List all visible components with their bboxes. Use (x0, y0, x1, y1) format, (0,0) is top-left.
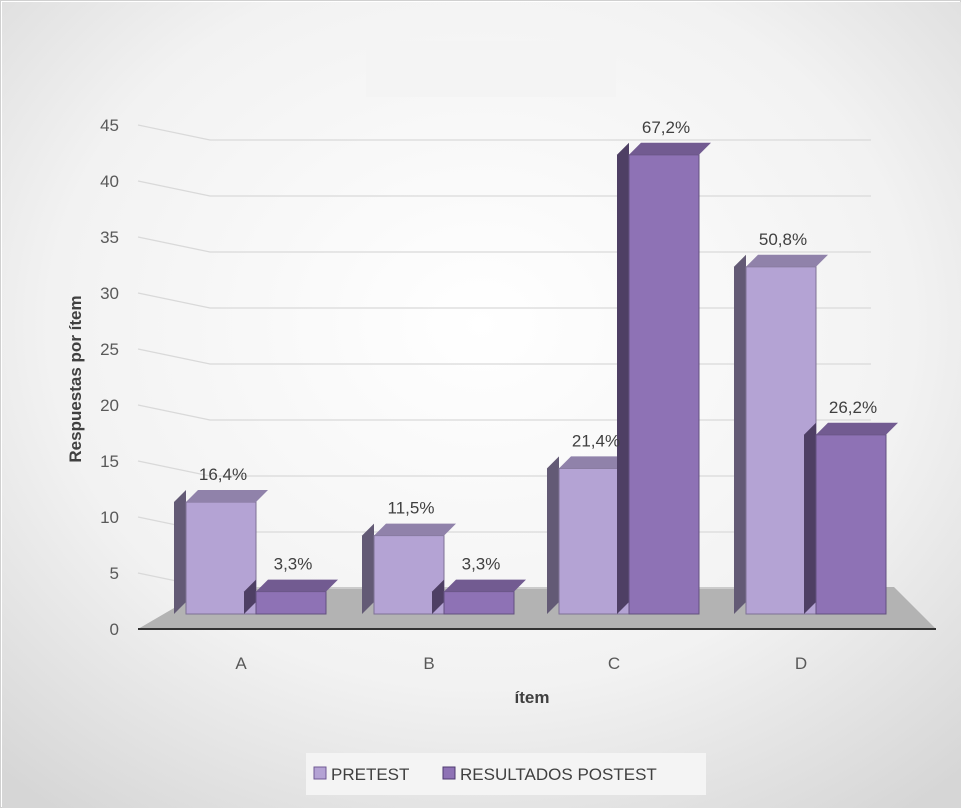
bar-side (244, 579, 256, 614)
bar-side (617, 142, 629, 615)
data-labels: 16,4% 3,3% 11,5% 3,3% 21,4% 67,2% 50,8% 26,2% (199, 118, 877, 574)
legend-box (306, 753, 706, 795)
gridline (137, 124, 871, 141)
x-tick-label: C (608, 654, 620, 673)
data-label: 3,3% (274, 555, 313, 574)
bar-postest-c (617, 142, 711, 615)
data-label: 26,2% (829, 398, 877, 417)
bar-top (444, 579, 526, 592)
y-tick-label: 10 (100, 508, 119, 527)
bar-side (547, 456, 559, 614)
bar-front (443, 591, 515, 615)
bar-postest-b (432, 579, 526, 615)
bar-side (734, 254, 746, 615)
bar-side (432, 579, 444, 614)
y-tick-label: 30 (100, 284, 119, 303)
y-tick-label: 35 (100, 228, 119, 247)
x-axis-ticks: A B C D (235, 654, 807, 673)
bars (174, 142, 898, 615)
bar-top (629, 142, 711, 155)
legend: PRETEST RESULTADOS POSTEST (306, 753, 706, 795)
y-tick-label: 15 (100, 452, 119, 471)
bar-side (362, 523, 374, 614)
y-axis-title: Respuestas por ítem (66, 295, 85, 462)
data-label: 11,5% (388, 499, 435, 518)
y-tick-label: 20 (100, 396, 119, 415)
data-label: 21,4% (572, 431, 620, 450)
bar-postest-a (244, 579, 338, 615)
bar-side (174, 490, 186, 614)
bar-top (186, 490, 268, 502)
chart-title-box (366, 41, 616, 97)
bar-front (815, 434, 887, 615)
y-tick-label: 0 (110, 620, 119, 639)
y-axis-ticks: 0 5 10 15 20 25 30 35 40 45 (100, 116, 119, 639)
y-tick-label: 40 (100, 172, 119, 191)
data-label: 16,4% (199, 465, 247, 484)
y-tick-label: 25 (100, 340, 119, 359)
bar-top (256, 579, 338, 592)
data-label: 50,8% (759, 230, 807, 249)
bar-front (255, 591, 327, 615)
bar-postest-d (804, 422, 898, 615)
data-label: 67,2% (642, 118, 690, 137)
bar-top (746, 254, 828, 267)
x-tick-label: D (795, 654, 807, 673)
bar-top (816, 422, 898, 435)
data-label: 3,3% (462, 555, 501, 574)
y-tick-label: 5 (110, 564, 119, 583)
legend-label-pretest: PRETEST (331, 765, 409, 784)
legend-label-postest: RESULTADOS POSTEST (460, 765, 657, 784)
x-tick-label: A (235, 654, 247, 673)
bar-side (804, 422, 816, 614)
bar-front (628, 154, 700, 615)
x-axis-title: ítem (515, 688, 550, 707)
x-tick-label: B (423, 654, 434, 673)
y-tick-label: 45 (100, 116, 119, 135)
legend-swatch-pretest (313, 766, 327, 780)
bar-top (374, 523, 456, 536)
legend-swatch-postest (442, 766, 456, 780)
